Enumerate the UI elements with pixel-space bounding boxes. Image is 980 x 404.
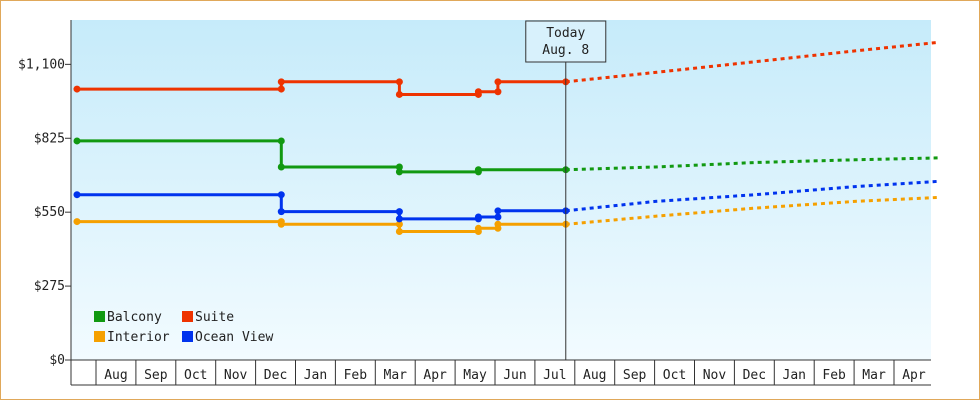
today-label: Today — [546, 26, 585, 41]
legend-swatch-suite — [182, 311, 193, 322]
data-point-interior — [395, 220, 403, 228]
data-point-ocean-view — [277, 208, 285, 216]
today-box — [525, 20, 607, 63]
plot-background — [71, 20, 931, 360]
y-tick-label: $825 — [34, 131, 65, 146]
data-point-ocean-view — [277, 191, 285, 199]
today-date: Aug. 8 — [542, 43, 589, 58]
x-tick-label: Feb — [344, 368, 368, 383]
series-line-suite — [77, 80, 566, 96]
data-point-suite — [73, 85, 81, 93]
x-tick-label: Dec — [264, 368, 287, 383]
data-point-interior — [277, 220, 285, 228]
data-point-suite — [474, 88, 482, 96]
x-tick-label: Mar — [384, 368, 408, 383]
x-tick-label: May — [463, 368, 487, 383]
data-point-suite — [494, 78, 502, 86]
legend-label-interior: Interior — [107, 330, 170, 345]
legend-label-balcony: Balcony — [107, 310, 162, 325]
x-tick-label: Apr — [902, 368, 926, 383]
y-tick-label: $0 — [49, 353, 65, 368]
x-tick-label: Apr — [423, 368, 447, 383]
data-point-suite — [494, 88, 502, 96]
data-point-interior — [474, 224, 482, 232]
data-point-ocean-view — [494, 207, 502, 215]
data-point-suite — [395, 78, 403, 86]
data-point-suite — [395, 90, 403, 98]
x-tick-label: Jan — [783, 368, 806, 383]
legend-swatch-interior — [94, 331, 105, 342]
data-point-balcony — [277, 137, 285, 145]
y-tick-label: $1,100 — [18, 57, 65, 72]
x-tick-label: Nov — [703, 368, 727, 383]
legend-swatch-ocean-view — [182, 331, 193, 342]
x-tick-label: Oct — [663, 368, 686, 383]
forecast-line-balcony — [565, 156, 939, 172]
data-point-interior — [494, 220, 502, 228]
legend-label-ocean-view: Ocean View — [195, 330, 273, 345]
x-tick-label: Jan — [304, 368, 327, 383]
data-point-interior — [395, 228, 403, 236]
x-tick-label: Nov — [224, 368, 248, 383]
data-point-balcony — [277, 163, 285, 171]
data-point-ocean-view — [494, 213, 502, 221]
data-point-ocean-view — [395, 208, 403, 216]
legend-label-suite: Suite — [195, 310, 234, 325]
data-point-balcony — [395, 168, 403, 176]
data-point-balcony — [73, 137, 81, 145]
data-point-suite — [277, 85, 285, 93]
legend-swatch-balcony — [94, 311, 105, 322]
y-tick-label: $550 — [34, 205, 65, 220]
x-tick-label: Sep — [623, 368, 647, 383]
data-point-balcony — [395, 163, 403, 171]
x-tick-label: Sep — [144, 368, 168, 383]
data-point-ocean-view — [474, 213, 482, 221]
data-point-interior — [73, 218, 81, 226]
data-point-ocean-view — [73, 191, 81, 199]
data-point-balcony — [474, 166, 482, 174]
x-tick-label: Dec — [743, 368, 766, 383]
x-tick-label: Mar — [862, 368, 886, 383]
y-tick-label: $275 — [34, 279, 65, 294]
x-tick-label: Aug — [104, 368, 127, 383]
x-tick-label: Oct — [184, 368, 207, 383]
x-tick-label: Feb — [822, 368, 846, 383]
x-tick-label: Jul — [543, 368, 566, 383]
data-point-ocean-view — [395, 215, 403, 223]
data-point-suite — [277, 78, 285, 86]
x-tick-label: Aug — [583, 368, 606, 383]
x-tick-label: Jun — [503, 368, 526, 383]
